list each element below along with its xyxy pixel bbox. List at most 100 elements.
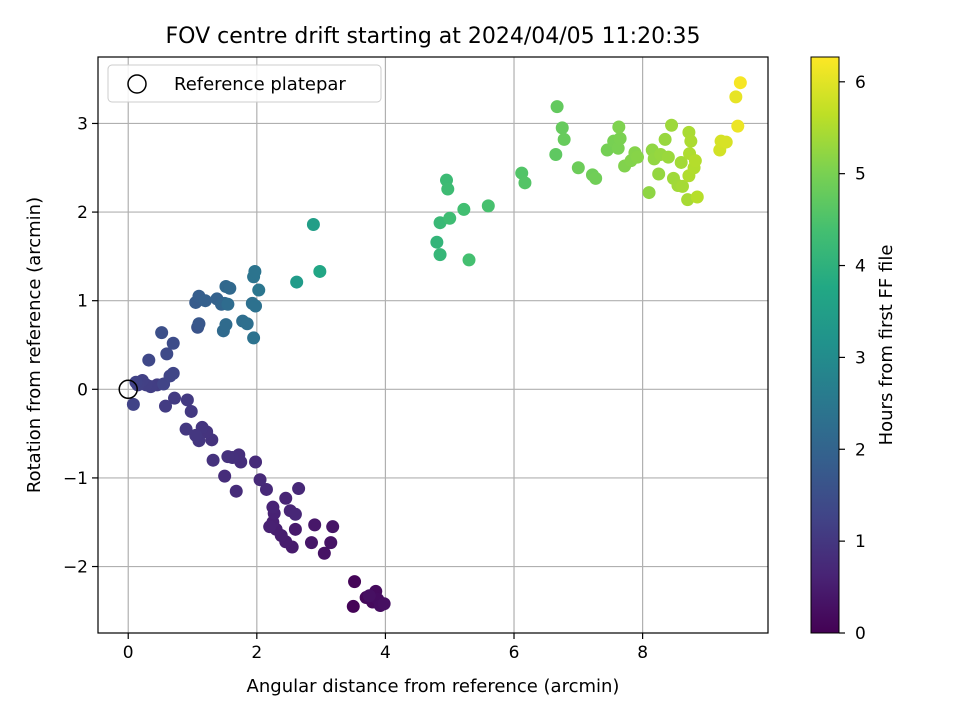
x-tick-label: 6 (509, 643, 520, 663)
x-tick-label: 8 (637, 643, 648, 663)
data-point (326, 520, 340, 534)
y-tick-label: −2 (63, 558, 88, 578)
data-point (240, 317, 254, 331)
reference-platepar-marker (118, 379, 138, 400)
data-point (719, 135, 733, 149)
y-tick-label: −1 (63, 469, 88, 489)
data-point (317, 546, 331, 560)
colorbar-tick-label: 1 (855, 532, 866, 552)
data-point (179, 422, 193, 436)
data-point (684, 134, 698, 148)
data-point (589, 171, 603, 185)
chart-title: FOV centre drift starting at 2024/04/05 … (166, 24, 701, 49)
data-point (443, 211, 457, 225)
data-point (362, 589, 376, 603)
data-point (142, 353, 156, 367)
colorbar-tick-label: 5 (855, 165, 866, 185)
data-point (252, 283, 266, 297)
x-tick-label: 4 (380, 643, 391, 663)
legend: Reference platepar (107, 64, 382, 103)
data-point (223, 281, 237, 295)
data-point (642, 186, 656, 200)
data-point (308, 518, 322, 532)
colorbar-tick-label: 4 (855, 257, 866, 277)
data-point (160, 347, 174, 361)
data-point (288, 522, 302, 536)
data-point (688, 154, 702, 168)
data-point (729, 90, 743, 104)
data-point (279, 491, 293, 505)
y-tick-label: 2 (77, 203, 88, 223)
data-point (733, 76, 747, 90)
data-point (630, 150, 644, 164)
data-point (518, 176, 532, 190)
colorbar: 0 1 2 3 4 5 6 Hours from first FF file (810, 56, 897, 644)
data-point (731, 119, 745, 133)
data-points (126, 76, 747, 613)
data-point (219, 318, 233, 332)
data-point (324, 536, 338, 550)
data-point (129, 375, 143, 389)
data-point (184, 404, 198, 418)
data-point (665, 118, 679, 132)
data-point (571, 161, 585, 175)
data-point (221, 450, 235, 464)
data-point (557, 132, 571, 146)
data-point (377, 597, 391, 611)
data-point (263, 520, 277, 534)
data-point (658, 132, 672, 146)
reference-marker-layer (118, 379, 138, 400)
colorbar-gradient (810, 56, 840, 634)
data-point (481, 199, 495, 213)
data-point (189, 428, 203, 442)
data-point (229, 484, 243, 498)
data-point (247, 331, 261, 345)
data-point (159, 399, 173, 413)
data-point (441, 182, 455, 196)
data-point (218, 469, 232, 483)
y-tick-label: 0 (77, 380, 88, 400)
data-point (266, 500, 280, 514)
data-point (221, 297, 235, 311)
data-point (206, 453, 220, 467)
data-point (462, 253, 476, 267)
x-tick-label: 2 (251, 643, 262, 663)
data-point (611, 141, 625, 155)
colorbar-tick-label: 2 (855, 440, 866, 460)
data-point (674, 155, 688, 169)
data-point (168, 391, 182, 405)
data-point (259, 482, 273, 496)
data-point (661, 150, 675, 164)
colorbar-tick-label: 0 (855, 624, 866, 644)
data-point (555, 121, 569, 135)
data-point (430, 235, 444, 249)
data-point (292, 482, 306, 496)
data-point (192, 317, 206, 331)
data-point (348, 575, 362, 589)
data-point (457, 202, 471, 216)
y-tick-label: 3 (77, 114, 88, 134)
data-point (166, 336, 180, 350)
data-point (248, 264, 262, 278)
data-point (612, 120, 626, 134)
data-point (690, 190, 704, 204)
data-point (180, 393, 194, 407)
data-point (288, 507, 302, 521)
colorbar-tick-label: 3 (855, 348, 866, 368)
data-point (155, 326, 169, 340)
x-axis-label: Angular distance from reference (arcmin) (247, 676, 620, 697)
data-point (249, 455, 263, 469)
data-point (433, 216, 447, 230)
legend-box (107, 64, 382, 103)
y-axis-label: Rotation from reference (arcmin) (24, 197, 45, 493)
data-point (306, 217, 320, 231)
data-point (253, 473, 267, 487)
data-point (549, 147, 563, 161)
data-point (675, 179, 689, 193)
data-point (304, 536, 318, 550)
colorbar-ticks: 0 1 2 3 4 5 6 (839, 73, 866, 644)
colorbar-label: Hours from first FF file (876, 245, 897, 446)
